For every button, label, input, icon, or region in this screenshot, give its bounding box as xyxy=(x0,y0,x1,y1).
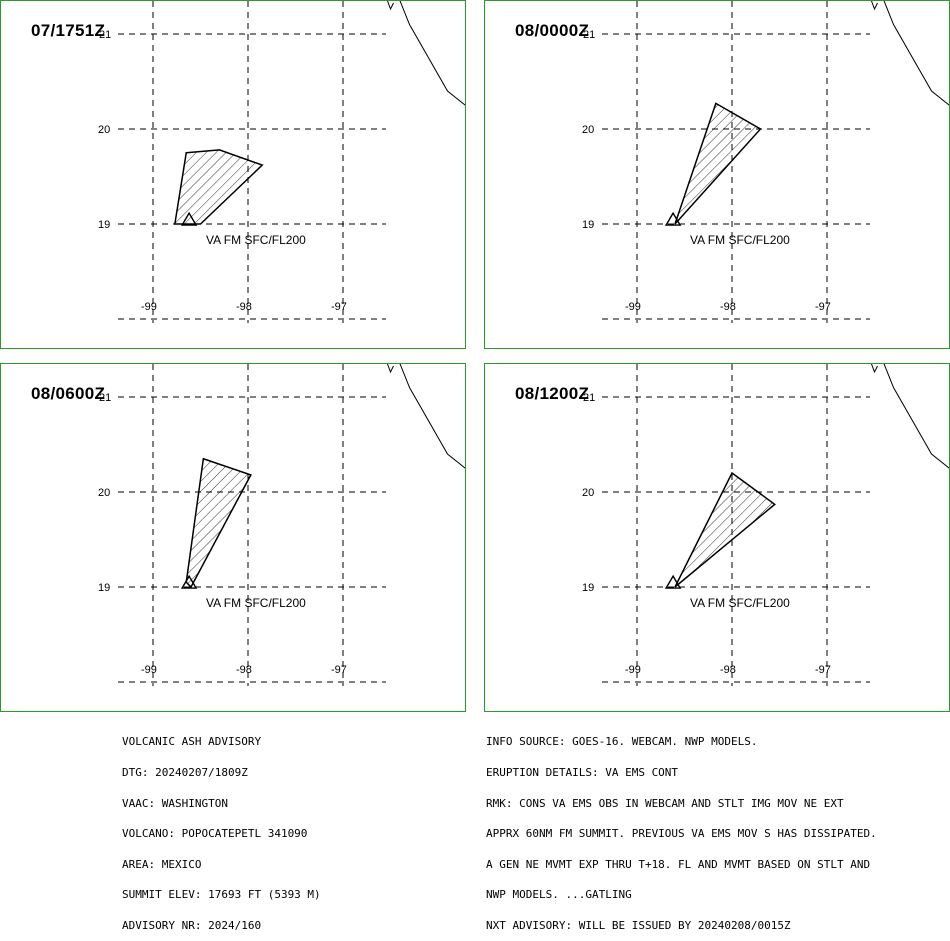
coastline xyxy=(399,364,465,469)
advisory-line: ADVISORY NR: 2024/160 xyxy=(122,918,262,932)
ash-cloud-polygon xyxy=(674,471,776,588)
va-level-label: VA FM SFC/FL200 xyxy=(690,233,790,247)
coastline-hook xyxy=(387,364,394,374)
panel-time-label: 08/0000Z xyxy=(515,21,590,40)
panel-time-label: 08/0600Z xyxy=(31,384,106,403)
lon-tick-label: -98 xyxy=(720,301,736,313)
va-level-label: VA FM SFC/FL200 xyxy=(206,596,306,610)
lat-tick-label: 21 xyxy=(99,29,111,41)
lat-tick-label: 19 xyxy=(582,582,594,594)
lon-tick-label: -99 xyxy=(141,664,157,676)
volcano-icon xyxy=(180,574,198,589)
lat-tick-label: 19 xyxy=(582,219,594,231)
volcano-icon xyxy=(664,574,682,589)
advisory-line: SUMMIT ELEV: 17693 FT (5393 M) xyxy=(122,888,321,902)
lon-tick-label: -97 xyxy=(815,664,831,676)
ash-map-1: 21 20 19 -99 -98 -97 VA FM SFC/FL200 xyxy=(98,1,465,323)
coastline xyxy=(883,364,949,469)
lat-tick-label: 19 xyxy=(98,219,110,231)
advisory-line: NXT ADVISORY: WILL BE ISSUED BY 20240208… xyxy=(486,918,791,932)
volcano-icon xyxy=(180,211,198,226)
forecast-panel-3: 21 20 19 -99 -98 -97 VA FM SFC/FL200 08/0600Z xyxy=(0,363,466,712)
advisory-header-text: VOLCANIC ASH ADVISORY DTG: 20240207/1809… xyxy=(122,717,321,941)
advisory-line: INFO SOURCE: GOES-16. WEBCAM. NWP MODELS… xyxy=(486,735,758,749)
lat-tick-label: 21 xyxy=(583,392,595,404)
advisory-line: NWP MODELS. ...GATLING xyxy=(486,888,632,902)
ash-cloud-polygon xyxy=(185,457,252,589)
lat-tick-label: 21 xyxy=(99,392,111,404)
lon-tick-label: -97 xyxy=(331,664,347,676)
ash-map-2: 21 20 19 -99 -98 -97 VA FM SFC/FL200 xyxy=(582,1,949,323)
advisory-line: AREA: MEXICO xyxy=(122,857,202,871)
coastline-hook xyxy=(387,1,394,11)
lon-tick-label: -99 xyxy=(625,301,641,313)
lat-tick-label: 20 xyxy=(582,487,594,499)
lat-tick-label: 21 xyxy=(583,29,595,41)
advisory-remarks-text: INFO SOURCE: GOES-16. WEBCAM. NWP MODELS… xyxy=(486,717,877,941)
forecast-panel-2: 21 20 19 -99 -98 -97 VA FM SFC/FL200 08/0000Z xyxy=(484,0,950,349)
va-level-label: VA FM SFC/FL200 xyxy=(690,596,790,610)
advisory-line: APPRX 60NM FM SUMMIT. PREVIOUS VA EMS MO… xyxy=(486,827,877,841)
coastline xyxy=(399,1,465,106)
lon-tick-label: -97 xyxy=(815,301,831,313)
lon-tick-label: -98 xyxy=(236,301,252,313)
panel-time-label: 07/1751Z xyxy=(31,21,106,40)
volcano-icon xyxy=(664,211,682,226)
coastline-hook xyxy=(871,1,878,11)
lon-tick-label: -98 xyxy=(720,664,736,676)
lon-tick-label: -99 xyxy=(141,301,157,313)
forecast-panel-1: 21 20 19 -99 -98 -97 VA FM SFC/FL200 07/1751Z xyxy=(0,0,466,349)
ash-map-3: 21 20 19 -99 -98 -97 VA FM SFC/FL200 xyxy=(98,364,465,686)
advisory-line: VAAC: WASHINGTON xyxy=(122,796,228,810)
lat-tick-label: 20 xyxy=(582,124,594,136)
advisory-line: DTG: 20240207/1809Z xyxy=(122,766,248,779)
advisory-line: ERUPTION DETAILS: VA EMS CONT xyxy=(486,766,679,779)
advisory-line: VOLCANO: POPOCATEPETL 341090 xyxy=(122,827,308,841)
panel-time-label: 08/1200Z xyxy=(515,384,590,403)
lon-tick-label: -99 xyxy=(625,664,641,676)
lon-tick-label: -97 xyxy=(331,301,347,313)
va-level-label: VA FM SFC/FL200 xyxy=(206,233,306,247)
lat-tick-label: 20 xyxy=(98,124,110,136)
ash-cloud-polygon xyxy=(674,102,762,225)
forecast-panel-4: 21 20 19 -99 -98 -97 VA FM SFC/FL200 08/1200Z xyxy=(484,363,950,712)
ash-cloud-polygon xyxy=(173,149,264,225)
coastline xyxy=(883,1,949,106)
coastline-hook xyxy=(871,364,878,374)
lat-tick-label: 20 xyxy=(98,487,110,499)
advisory-line: A GEN NE MVMT EXP THRU T+18. FL AND MVMT… xyxy=(486,857,871,871)
advisory-line: VOLCANIC ASH ADVISORY xyxy=(122,735,262,749)
ash-map-4: 21 20 19 -99 -98 -97 VA FM SFC/FL200 xyxy=(582,364,949,686)
lat-tick-label: 19 xyxy=(98,582,110,594)
advisory-line: RMK: CONS VA EMS OBS IN WEBCAM AND STLT … xyxy=(486,796,844,810)
lon-tick-label: -98 xyxy=(236,664,252,676)
